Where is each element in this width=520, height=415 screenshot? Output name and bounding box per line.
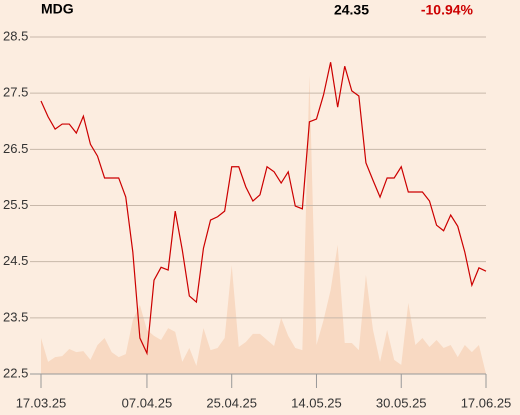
price-line [40, 62, 487, 356]
y-tick-label: 25.5 [3, 197, 28, 212]
change: -10.94% [421, 2, 474, 18]
y-tick-label: 24.5 [3, 253, 28, 268]
last-price: 24.35 [334, 2, 369, 18]
y-tick-label: 23.5 [3, 309, 28, 324]
y-tick-label: 27.5 [3, 85, 28, 100]
x-tick-label: 07.04.25 [122, 395, 173, 410]
x-tick-label: 25.04.25 [206, 395, 257, 410]
x-tick-label: 17.03.25 [16, 395, 67, 410]
y-tick-label: 22.5 [3, 365, 28, 380]
ticker: MDG [41, 1, 74, 17]
x-tick-label: 17.06.25 [461, 395, 512, 410]
x-tick-label: 30.05.25 [376, 395, 427, 410]
x-tick-label: 14.05.25 [291, 395, 342, 410]
y-tick-label: 28.5 [3, 28, 28, 43]
y-tick-label: 26.5 [3, 141, 28, 156]
